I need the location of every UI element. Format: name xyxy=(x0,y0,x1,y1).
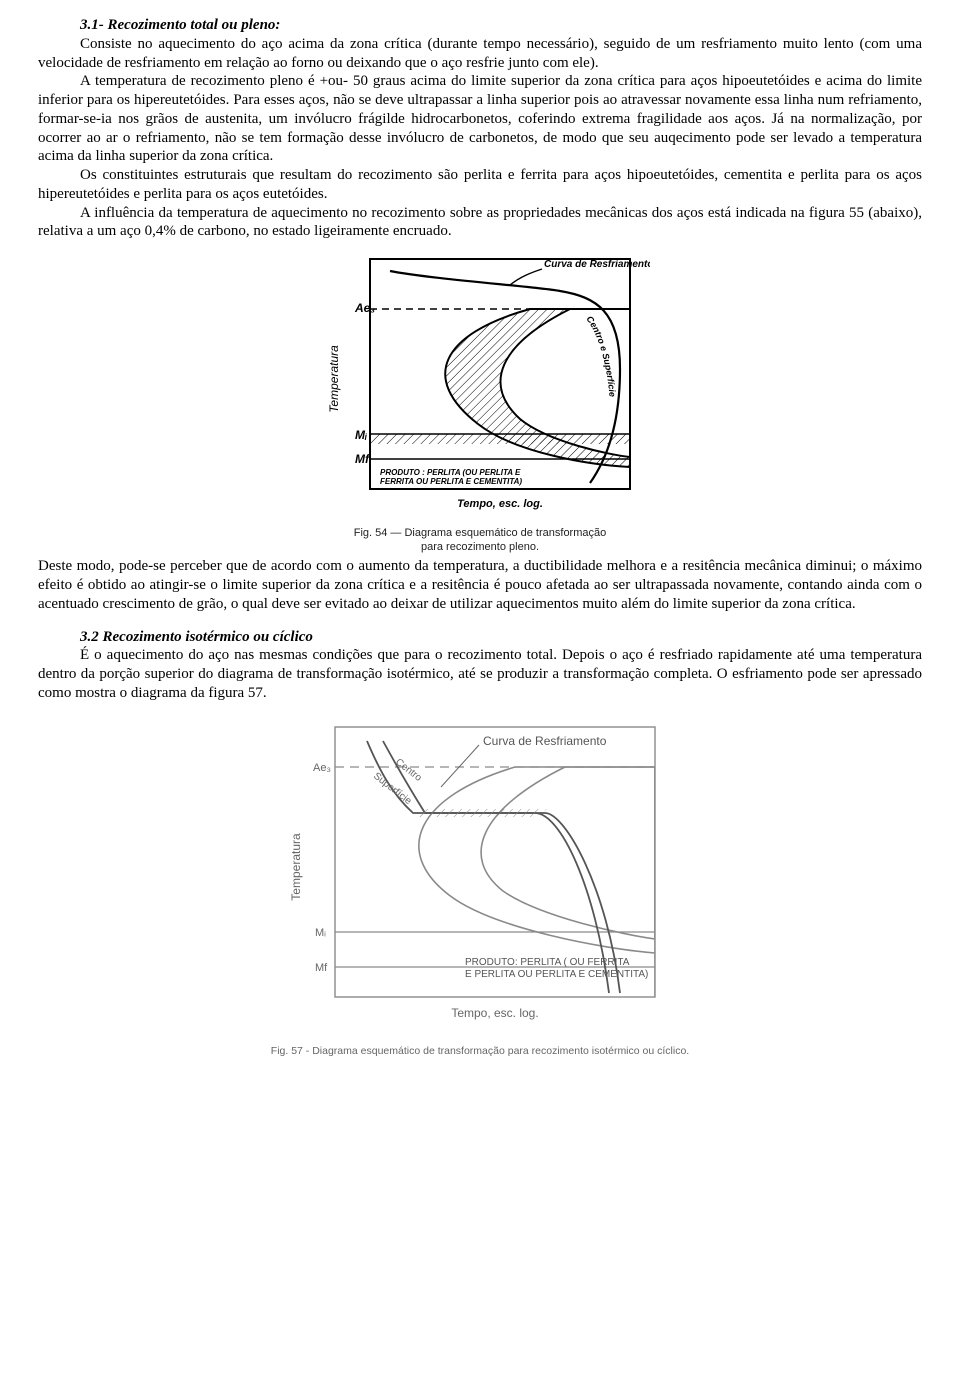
figure-57-caption: Fig. 57 - Diagrama esquemático de transf… xyxy=(265,1045,695,1058)
figure-54: Temperatura Ae₃ Mᵢ Mf Curva de Resfriame… xyxy=(38,249,922,555)
figure-57-svg: Temperatura Ae₃ Mᵢ Mf Curva de Resfriame… xyxy=(265,717,695,1037)
figure-54-svg: Temperatura Ae₃ Mᵢ Mf Curva de Resfriame… xyxy=(310,249,650,519)
section-3-1-p2: Os constituintes estruturais que resulta… xyxy=(38,166,922,204)
figure-57: Temperatura Ae₃ Mᵢ Mf Curva de Resfriame… xyxy=(38,711,922,1061)
section-3-2-p1: É o aquecimento do aço nas mesmas condiç… xyxy=(38,646,922,702)
figure-54-caption: Fig. 54 — Diagrama esquemático de transf… xyxy=(310,527,650,555)
fig57-xlabel: Tempo, esc. log. xyxy=(451,1006,538,1020)
fig54-mf: Mf xyxy=(355,452,370,466)
fig54-produto: PRODUTO : PERLITA (OU PERLITA E FERRITA … xyxy=(380,468,523,486)
fig57-mf: Mf xyxy=(315,962,328,974)
section-3-1-title: 3.1- Recozimento total ou pleno: xyxy=(38,16,922,35)
fig57-curva: Curva de Resfriamento xyxy=(483,734,607,748)
section-3-1-p1b: A temperatura de recozimento pleno é +ou… xyxy=(38,72,922,166)
fig57-mi: Mᵢ xyxy=(315,927,326,939)
fig54-mi: Mᵢ xyxy=(355,428,367,442)
fig57-ae3: Ae₃ xyxy=(313,762,331,774)
fig57-ylabel: Temperatura xyxy=(289,832,303,900)
section-3-1-p1a: Consiste no aquecimento do aço acima da … xyxy=(38,35,922,73)
section-3-1-p3: A influência da temperatura de aquecimen… xyxy=(38,204,922,242)
fig54-curva: Curva de Resfriamento xyxy=(544,259,650,270)
fig57-produto: PRODUTO: PERLITA ( OU FERRITA E PERLITA … xyxy=(465,957,648,980)
section-3-1-after-fig: Deste modo, pode-se perceber que de acor… xyxy=(38,557,922,613)
fig54-xlabel: Tempo, esc. log. xyxy=(457,498,543,510)
fig54-ae3: Ae₃ xyxy=(354,301,375,315)
section-3-2-title: 3.2 Recozimento isotérmico ou cíclico xyxy=(38,628,922,647)
fig54-ylabel: Temperatura xyxy=(327,345,341,413)
